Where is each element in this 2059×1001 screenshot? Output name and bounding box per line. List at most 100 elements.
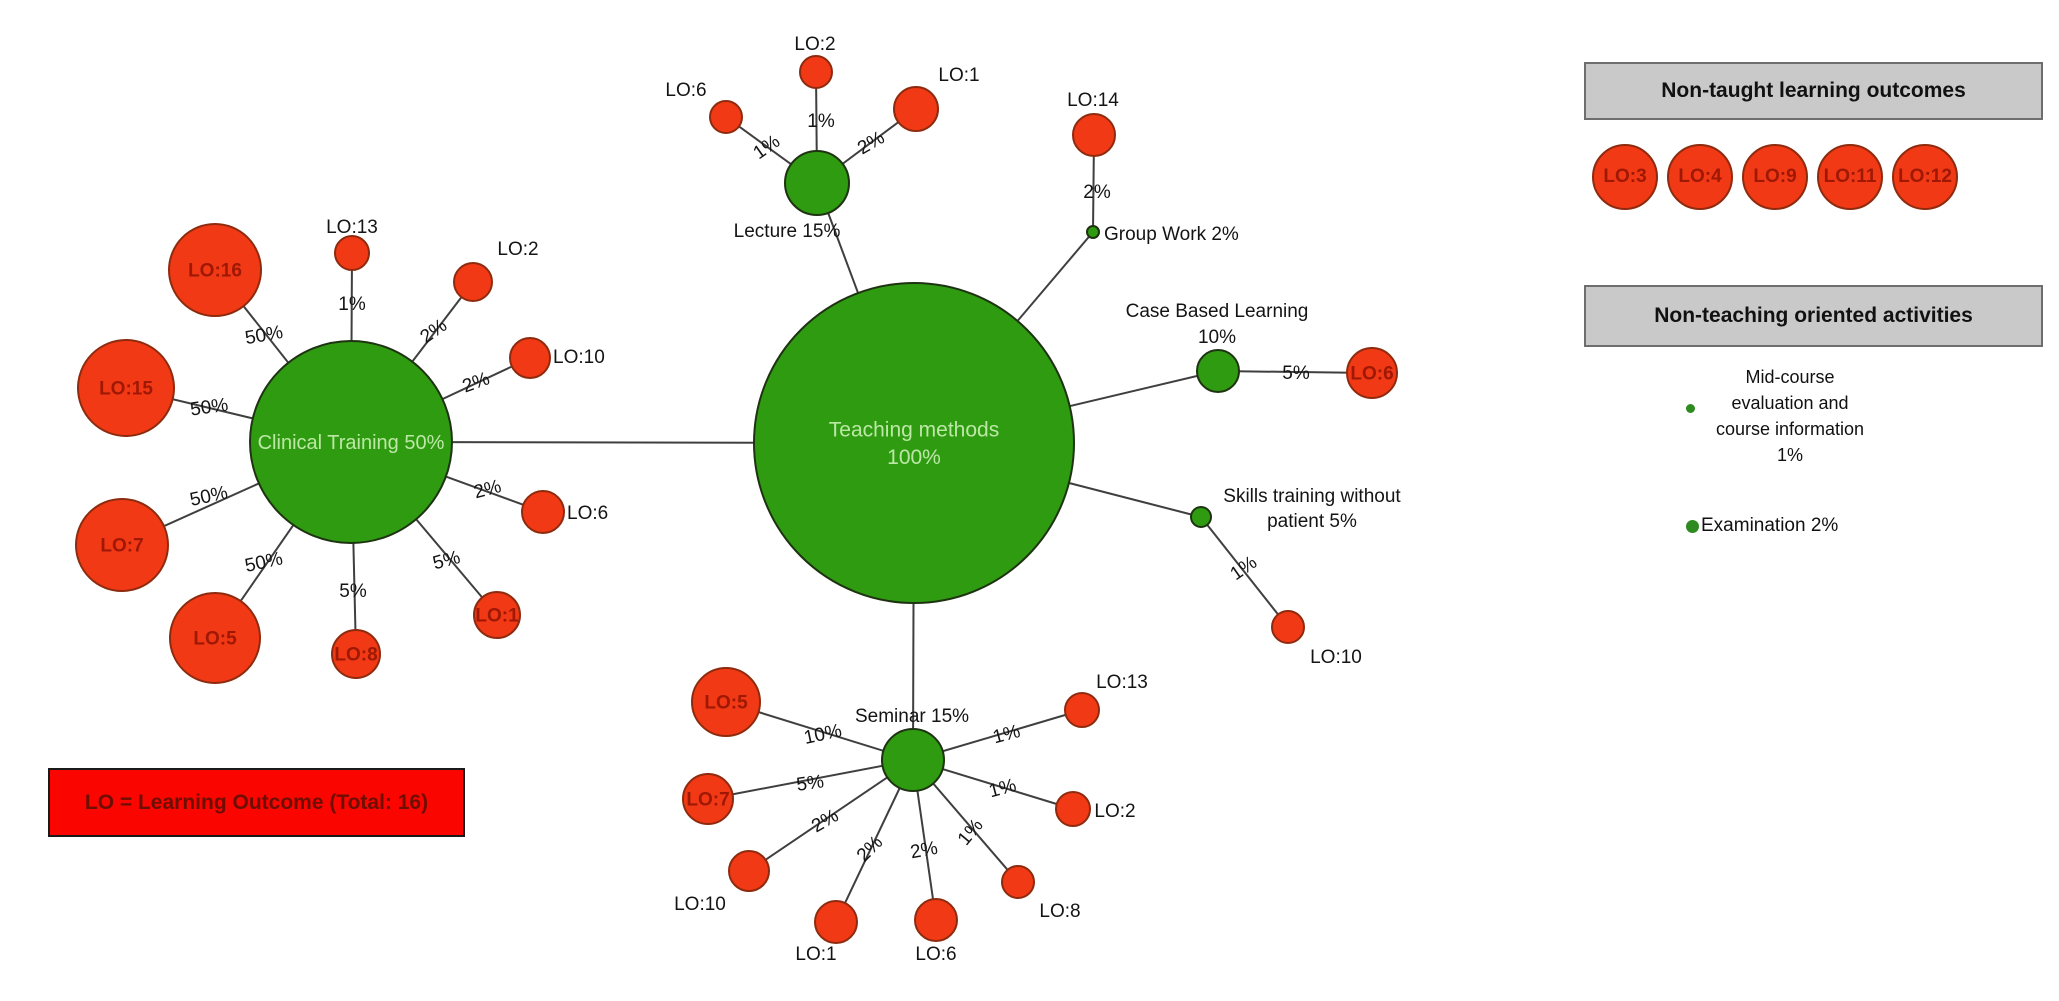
edge-label-seminar-se7: 5% [795, 771, 825, 796]
node-c8-label: LO:8 [334, 645, 377, 666]
node-c10-label: LO:10 [553, 347, 605, 368]
edge-label-cbl-cb6: 5% [1282, 363, 1310, 384]
non-taught-outcome-lo12: LO:12 [1892, 144, 1958, 210]
node-se6-circle [914, 898, 958, 942]
midcourse-label-line: course information [1715, 419, 1865, 439]
edge-label-clinical-c1: 5% [431, 547, 463, 574]
node-cb6-circle [1346, 347, 1398, 399]
node-c13-label: LO:13 [326, 217, 378, 238]
edge-label-seminar-se1: 2% [853, 832, 887, 866]
node-c13-circle [334, 235, 370, 271]
node-cbl-label: Case Based Learning 10% [1126, 301, 1309, 348]
node-clinical-label: Clinical Training 50% [258, 432, 445, 454]
node-c8-circle [331, 629, 381, 679]
node-se7-circle [682, 773, 734, 825]
node-c1-circle [473, 591, 521, 639]
node-l6-circle [709, 100, 743, 134]
node-c2-label: LO:2 [497, 239, 538, 260]
nodes-layer [75, 55, 1398, 944]
node-s10-circle [1271, 610, 1305, 644]
node-c6-circle [521, 490, 565, 534]
edge-label-clinical-c7: 50% [188, 482, 230, 510]
node-se2-label: LO:2 [1094, 801, 1135, 822]
node-g14-label: LO:14 [1067, 90, 1119, 111]
midcourse-label-line: 1% [1776, 445, 1803, 465]
edge-seminar-se10 [748, 759, 914, 872]
midcourse-dot-icon [1686, 404, 1695, 413]
node-c16-circle [168, 223, 262, 317]
legend-label: LO = Learning Outcome (Total: 16) [84, 790, 429, 814]
node-skills-label: Skills training without patient 5% [1223, 486, 1401, 532]
node-l6-label: LO:6 [665, 80, 706, 101]
edge-label-lecture-l6: 1% [750, 131, 785, 164]
node-se10-circle [728, 850, 770, 892]
node-clinical-circle [249, 340, 453, 544]
non-taught-header: Non-taught learning outcomes [1584, 62, 2043, 120]
node-se5-circle [691, 667, 761, 737]
edge-label-groupwork-g14: 2% [1083, 182, 1111, 203]
node-c10-circle [509, 337, 551, 379]
non-taught-outcome-lo9: LO:9 [1742, 144, 1808, 210]
edge-label-clinical-c15: 50% [189, 394, 230, 420]
edge-label-clinical-c5: 50% [243, 548, 285, 576]
node-teaching-circle [753, 282, 1075, 604]
node-seminar-circle [881, 728, 945, 792]
examination-activity: Examination 2% [1686, 515, 1838, 537]
node-cb6-label: LO:6 [1350, 364, 1393, 385]
edge-skills-s10 [1200, 516, 1289, 628]
node-seminar-label: Seminar 15% [855, 706, 969, 727]
labels-layer: 50% 1% 2% 2% 50% 50% 50% 5% 5% 2% 1% 1% 2% 2% 5% 1% 10% 5… [99, 34, 1401, 965]
edge-label-seminar-se5: 10% [802, 720, 844, 748]
non-taught-outcome-lo3: LO:3 [1592, 144, 1658, 210]
non-taught-outcome-lo4: LO:4 [1667, 144, 1733, 210]
node-c15-label: LO:15 [99, 379, 153, 400]
edge-label-clinical-c8: 5% [339, 581, 367, 602]
edge-label-seminar-se2: 1% [987, 775, 1019, 802]
node-l2-label: LO:2 [794, 34, 835, 55]
node-c7-label: LO:7 [100, 536, 143, 557]
node-l1-circle [893, 86, 939, 132]
node-g14-circle [1072, 113, 1116, 157]
edge-label-lecture-l1: 2% [854, 127, 888, 159]
edge-label-clinical-c16: 50% [243, 322, 284, 349]
node-se8-label: LO:8 [1039, 901, 1080, 922]
node-c2-circle [453, 262, 493, 302]
edge-label-seminar-se6: 2% [909, 838, 940, 863]
non-taught-outcome-lo11: LO:11 [1817, 144, 1883, 210]
node-l2-circle [799, 55, 833, 89]
examination-label: Examination 2% [1701, 515, 1839, 536]
node-cbl-circle [1196, 349, 1240, 393]
midcourse-activity: Mid-course evaluation and course informati… [1640, 364, 1940, 468]
node-se8-circle [1001, 865, 1035, 899]
node-lecture-circle [784, 150, 850, 216]
node-se13-label: LO:13 [1096, 672, 1148, 693]
node-se2-circle [1055, 791, 1091, 827]
node-c15-circle [77, 339, 175, 437]
node-c5-label: LO:5 [193, 629, 237, 650]
node-se6-label: LO:6 [915, 944, 956, 965]
node-groupwork-label: Group Work 2% [1104, 224, 1239, 245]
edge-label-clinical-c10: 2% [460, 368, 493, 397]
node-teaching-label: Teaching methods 100% [829, 419, 999, 469]
edge-label-clinical-c13: 1% [338, 294, 366, 315]
edge-label-clinical-c6: 2% [472, 476, 504, 503]
non-teaching-header: Non-teaching oriented activities [1584, 285, 2043, 347]
node-c7-circle [75, 498, 169, 592]
legend-box: LO = Learning Outcome (Total: 16) [48, 768, 465, 837]
node-c1-label: LO:1 [475, 606, 519, 627]
node-c6-label: LO:6 [567, 503, 608, 524]
edge-label-clinical-c2: 2% [417, 315, 452, 348]
edge-label-lecture-l2: 1% [807, 111, 835, 132]
node-skills-circle [1190, 506, 1212, 528]
midcourse-label-line: evaluation and [1731, 393, 1849, 413]
node-se5-label: LO:5 [704, 693, 748, 714]
edge-label-seminar-se13: 1% [991, 721, 1023, 748]
node-se13-circle [1064, 692, 1100, 728]
non-taught-outcomes-row: LO:3 LO:4 LO:9 LO:11 LO:12 [1592, 144, 1958, 210]
node-se7-label: LO:7 [686, 790, 729, 811]
node-c16-label: LO:16 [188, 261, 242, 282]
node-se10-label: LO:10 [674, 894, 726, 915]
edge-seminar-se7 [707, 759, 914, 800]
